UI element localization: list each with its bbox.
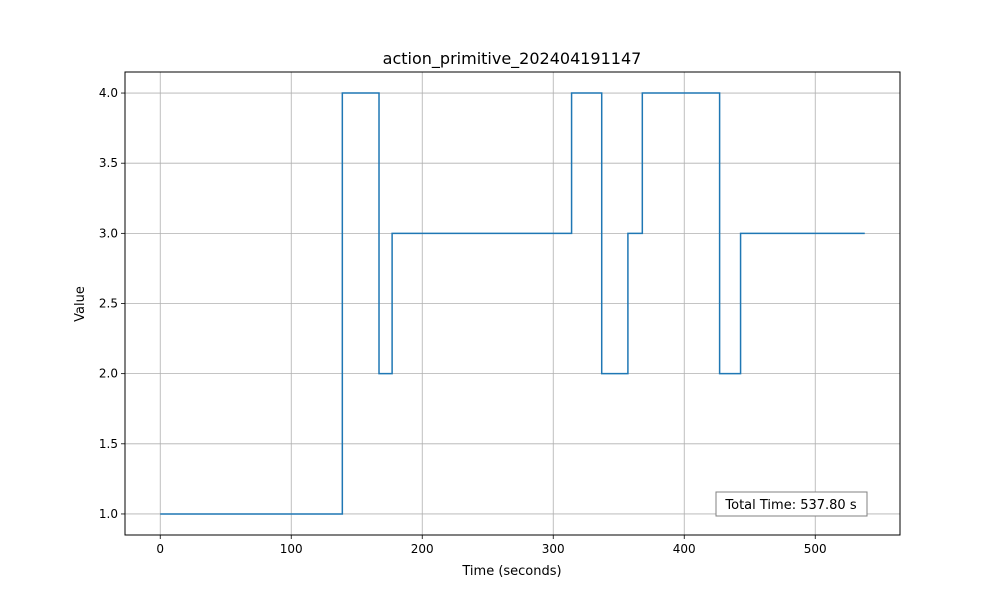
series-layer (160, 92, 865, 515)
y-tick-label: 4.0 (99, 86, 118, 100)
series-line (160, 92, 865, 515)
x-tick-label: 0 (156, 542, 164, 556)
y-tick-label: 3.5 (99, 156, 118, 170)
x-tick-label: 500 (804, 542, 827, 556)
y-tick-label: 2.0 (99, 367, 118, 381)
y-tick-label: 2.5 (99, 297, 118, 311)
x-tick-label: 100 (280, 542, 303, 556)
total-time-annotation: Total Time: 537.80 s (724, 498, 856, 513)
y-tick-label: 3.0 (99, 226, 118, 240)
y-tick-label: 1.5 (99, 437, 118, 451)
annotation-frame (715, 491, 868, 517)
x-tick-label: 200 (411, 542, 434, 556)
chart-title: action_primitive_202404191147 (383, 49, 642, 69)
x-tick-label: 300 (542, 542, 565, 556)
y-axis-label: Value (73, 286, 88, 322)
x-axis-label: Time (seconds) (461, 564, 561, 579)
y-tick-label: 1.0 (99, 507, 118, 521)
x-tick-label: 400 (673, 542, 696, 556)
ticks: 0 100 200 300 400 500 1.0 1.5 2.0 2.5 3.0 3.5 4.0 (99, 86, 827, 556)
annotation-box: Total Time: 537.80 s (715, 491, 868, 517)
